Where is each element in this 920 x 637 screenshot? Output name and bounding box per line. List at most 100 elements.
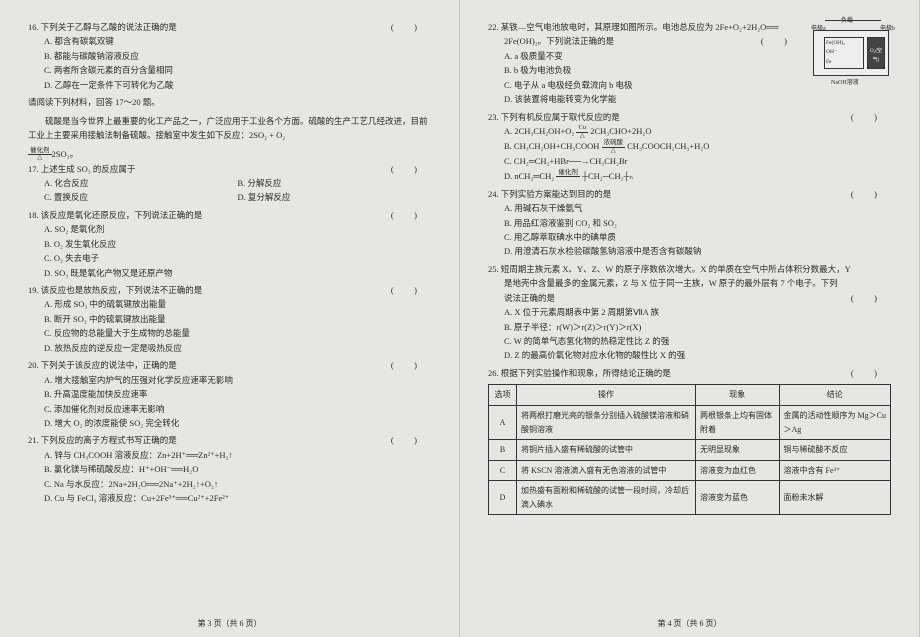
cell-d-co: 面粉未水解 <box>779 481 891 515</box>
q18-stem-text: 18. 该反应是氧化还原反应，下列说法正确的是 <box>28 210 202 220</box>
q19-stem: 19. 该反应也是放热反应，下列说法不正确的是( ) <box>28 283 431 297</box>
cell-b-ph: 无明显现象 <box>695 440 779 461</box>
cell-c-op: 将 KSCN 溶液滴入盛有无色溶液的试管中 <box>517 460 696 481</box>
q23-stem: 23. 下列有机反应属于取代反应的是( ) <box>488 110 891 124</box>
battery-diagram: 负载 电极a 电极b Fe(OH)₂ OH⁻ Fe O₂(空气) NaOH溶液 <box>813 30 893 100</box>
answer-blank: ( ) <box>851 187 883 201</box>
q26-table: 选项 操作 现象 结论 A 将两根打磨光亮的银条分别插入硫酸镁溶液和硝酸铜溶液 … <box>488 384 891 515</box>
cell-b-opt: B <box>489 440 517 461</box>
cell-a-co: 金属的活动性顺序为 Mg＞Cu＞Ag <box>779 405 891 439</box>
table-row: B 将铜片插入盛有稀硫酸的试管中 无明显现象 铜与稀硫酸不反应 <box>489 440 891 461</box>
table-header-row: 选项 操作 现象 结论 <box>489 385 891 406</box>
reaction-arrow-icon: 催化剂 <box>556 170 580 184</box>
q16-opt-c: C. 两者所含碳元素的百分含量相同 <box>44 63 431 77</box>
q23-opt-a: A. 2CH₃CH₂OH+O₂ Cu△ 2CH₃CHO+2H₂O <box>504 124 891 139</box>
q17-stem: 17. 上述生成 SO₃ 的反应属于( ) <box>28 162 431 176</box>
q23a-r: 2CH₃CHO+2H₂O <box>590 126 651 136</box>
question-17: 17. 上述生成 SO₃ 的反应属于( ) A. 化合反应 B. 分解反应 C.… <box>28 162 431 205</box>
table-row: C 将 KSCN 溶液滴入盛有无色溶液的试管中 溶液变为血红色 溶液中含有 Fe… <box>489 460 891 481</box>
q25-stem3: 说法正确的是( ) <box>488 291 891 305</box>
table-row: D 加热盛有面粉和稀硫酸的试管一段时间，冷却后滴入碘水 溶液变为蓝色 面粉未水解 <box>489 481 891 515</box>
question-25: 25. 短周期主族元素 X、Y、Z、W 的原子序数依次增大。X 的单质在空气中所… <box>488 262 891 363</box>
q18-opt-d: D. SO₃ 既是氧化产物又是还原产物 <box>44 266 431 280</box>
q26-stem: 26. 根据下列实验操作和现象，所得结论正确的是 ( ) <box>488 366 891 380</box>
passage-intro-2: 硫酸是当今世界上最重要的化工产品之一，广泛应用于工业各个方面。硫酸的生产工艺几经… <box>28 114 431 143</box>
q16-stem-text: 16. 下列关于乙醇与乙酸的说法正确的是 <box>28 22 177 32</box>
question-20: 20. 下列关于该反应的说法中，正确的是( ) A. 增大接触室内炉气的压强对化… <box>28 358 431 430</box>
table-row: A 将两根打磨光亮的银条分别插入硫酸镁溶液和硝酸铜溶液 两根银条上均有固体附着 … <box>489 405 891 439</box>
q19-opt-c: C. 反应物的总能量大于生成物的总能量 <box>44 326 431 340</box>
cell-d-opt: D <box>489 481 517 515</box>
col-operation: 操作 <box>517 385 696 406</box>
q17-opt-d: D. 复分解反应 <box>238 190 432 204</box>
q21-stem-text: 21. 下列反应的离子方程式书写正确的是 <box>28 435 177 445</box>
q18-opt-b: B. O₂ 发生氧化反应 <box>44 237 431 251</box>
q16-opt-a: A. 都含有碳氧双键 <box>44 34 431 48</box>
answer-blank: ( ) <box>391 358 423 372</box>
q21-opt-d: D. Cu 与 FeCl₃ 溶液反应：Cu+2Fe³⁺══Cu²⁺+2Fe²⁺ <box>44 491 431 505</box>
q20-opt-c: C. 添加催化剂对反应速率无影响 <box>44 402 431 416</box>
q17-opt-b: B. 分解反应 <box>238 176 432 190</box>
cell-c-ph: 溶液变为血红色 <box>695 460 779 481</box>
intro2-text: 硫酸是当今世界上最重要的化工产品之一，广泛应用于工业各个方面。硫酸的生产工艺几经… <box>28 116 428 140</box>
reaction-arrow: 催化剂△ <box>28 148 52 162</box>
q22-opt-a: A. a 极质量不变 <box>504 49 801 63</box>
q22-opt-c: C. 电子从 a 电极经负载流向 b 电极 <box>504 78 801 92</box>
page-number-4: 第 4 页（共 6 页） <box>460 617 919 631</box>
q20-opt-a: A. 增大接触室内炉气的压强对化学反应速率无影响 <box>44 373 431 387</box>
q25-opt-b: B. 原子半径：r(W)＞r(Z)＞r(Y)＞r(X) <box>504 320 891 334</box>
q22-stem2: 2Fe(OH)₂。下列说法正确的是( ) <box>488 34 801 48</box>
col-conclusion: 结论 <box>779 385 891 406</box>
q16-stem: 16. 下列关于乙醇与乙酸的说法正确的是 ( ) <box>28 20 431 34</box>
answer-blank: ( ) <box>851 291 883 305</box>
question-16: 16. 下列关于乙醇与乙酸的说法正确的是( ) A. 都含有碳氧双键 B. 都能… <box>28 20 431 92</box>
question-26: 26. 根据下列实验操作和现象，所得结论正确的是 ( ) 选项 操作 现象 结论 … <box>488 366 891 516</box>
q24-opt-c: C. 用乙醇萃取碘水中的碘单质 <box>504 230 891 244</box>
reaction-arrow-icon: Cu△ <box>576 125 588 139</box>
page-4: 负载 电极a 电极b Fe(OH)₂ OH⁻ Fe O₂(空气) NaOH溶液 … <box>460 0 920 637</box>
answer-blank: ( ) <box>851 366 883 380</box>
cell-d-ph: 溶液变为蓝色 <box>695 481 779 515</box>
cell-a-ph: 两根银条上均有固体附着 <box>695 405 779 439</box>
q17-opt-a: A. 化合反应 <box>44 176 238 190</box>
diagram-wire <box>825 20 881 21</box>
q18-stem: 18. 该反应是氧化还原反应，下列说法正确的是( ) <box>28 208 431 222</box>
q22-opt-d: D. 该装置将电能转变为化学能 <box>504 92 801 106</box>
question-19: 19. 该反应也是放热反应，下列说法不正确的是( ) A. 形成 SO₃ 中的硫… <box>28 283 431 355</box>
q17-opt-c: C. 置换反应 <box>44 190 238 204</box>
answer-blank: ( ) <box>391 283 423 297</box>
q23b-r: CH₃COOCH₂CH₃+H₂O <box>627 141 709 151</box>
reaction-arrow-icon: 浓硫酸△ <box>602 140 626 154</box>
passage-intro-1: 请阅读下列材料，回答 17～20 题。 <box>28 95 431 109</box>
question-21: 21. 下列反应的离子方程式书写正确的是( ) A. 锌与 CH₃COOH 溶液… <box>28 433 431 505</box>
diagram-feoh2: Fe(OH)₂ <box>826 39 862 48</box>
q24-stem: 24. 下列实验方案能达到目的的是 ( ) <box>488 187 891 201</box>
q20-opt-d: D. 增大 O₂ 的浓度能使 SO₂ 完全转化 <box>44 416 431 430</box>
answer-blank: ( ) <box>851 110 883 124</box>
q26-stem-text: 26. 根据下列实验操作和现象，所得结论正确的是 <box>488 368 671 378</box>
question-23: 23. 下列有机反应属于取代反应的是( ) A. 2CH₃CH₂OH+O₂ Cu… <box>488 110 891 184</box>
q19-opt-b: B. 断开 SO₂ 中的硫氧键放出能量 <box>44 312 431 326</box>
cell-d-op: 加热盛有面粉和稀硫酸的试管一段时间，冷却后滴入碘水 <box>517 481 696 515</box>
q23-opt-d: D. nCH₂═CH₂ 催化剂 ┼CH₂─CH₂┼ₙ <box>504 169 891 184</box>
col-phenomenon: 现象 <box>695 385 779 406</box>
q21-stem: 21. 下列反应的离子方程式书写正确的是( ) <box>28 433 431 447</box>
diagram-inner: Fe(OH)₂ OH⁻ Fe <box>824 37 864 69</box>
diagram-oh: OH⁻ <box>826 48 862 57</box>
q22-stem: 22. 某铁—空气电池放电时，其原理如图所示。电池总反应为 2Fe+O₂+2H₂… <box>488 20 801 34</box>
answer-blank: ( ) <box>391 162 423 176</box>
cell-a-op: 将两根打磨光亮的银条分别插入硫酸镁溶液和硝酸铜溶液 <box>517 405 696 439</box>
answer-blank: ( ) <box>391 20 423 34</box>
q23-opt-c: C. CH₂═CH₂+HBr──→CH₃CH₂Br <box>504 154 891 168</box>
q21-opt-c: C. Na 与水反应：2Na+2H₂O══2Na⁺+2H₂↑+O₂↑ <box>44 477 431 491</box>
q18-opt-c: C. O₂ 失去电子 <box>44 251 431 265</box>
q22-stem2-text: 2Fe(OH)₂。下列说法正确的是 <box>504 36 614 46</box>
q25-stem: 25. 短周期主族元素 X、Y、Z、W 的原子序数依次增大。X 的单质在空气中所… <box>488 262 891 276</box>
q23-opt-b: B. CH₃CH₂OH+CH₃COOH 浓硫酸△ CH₃COOCH₂CH₃+H₂… <box>504 139 891 154</box>
q24-stem-text: 24. 下列实验方案能达到目的的是 <box>488 189 611 199</box>
q23d-l: D. nCH₂═CH₂ <box>504 171 554 181</box>
q21-opt-a: A. 锌与 CH₃COOH 溶液反应：Zn+2H⁺══Zn²⁺+H₂↑ <box>44 448 431 462</box>
q24-opt-d: D. 用澄清石灰水检验碳酸氢钠溶液中是否含有碳酸钠 <box>504 244 891 258</box>
q24-opt-b: B. 用品红溶液鉴别 CO₂ 和 SO₂ <box>504 216 891 230</box>
cell-b-op: 将铜片插入盛有稀硫酸的试管中 <box>517 440 696 461</box>
